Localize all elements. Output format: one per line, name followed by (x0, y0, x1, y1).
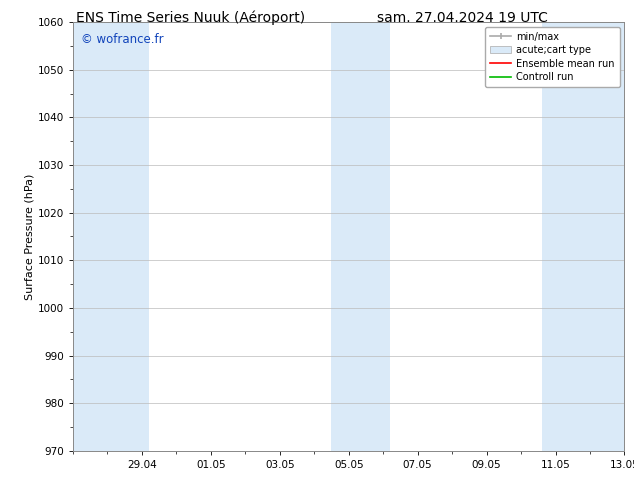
Text: ENS Time Series Nuuk (Aéroport): ENS Time Series Nuuk (Aéroport) (75, 11, 305, 25)
Legend: min/max, acute;cart type, Ensemble mean run, Controll run: min/max, acute;cart type, Ensemble mean … (485, 27, 619, 87)
Text: © wofrance.fr: © wofrance.fr (81, 33, 164, 46)
Bar (541, 22, 624, 451)
Bar (332, 22, 390, 451)
Text: sam. 27.04.2024 19 UTC: sam. 27.04.2024 19 UTC (377, 11, 548, 25)
Y-axis label: Surface Pressure (hPa): Surface Pressure (hPa) (25, 173, 35, 299)
Bar (73, 22, 149, 451)
